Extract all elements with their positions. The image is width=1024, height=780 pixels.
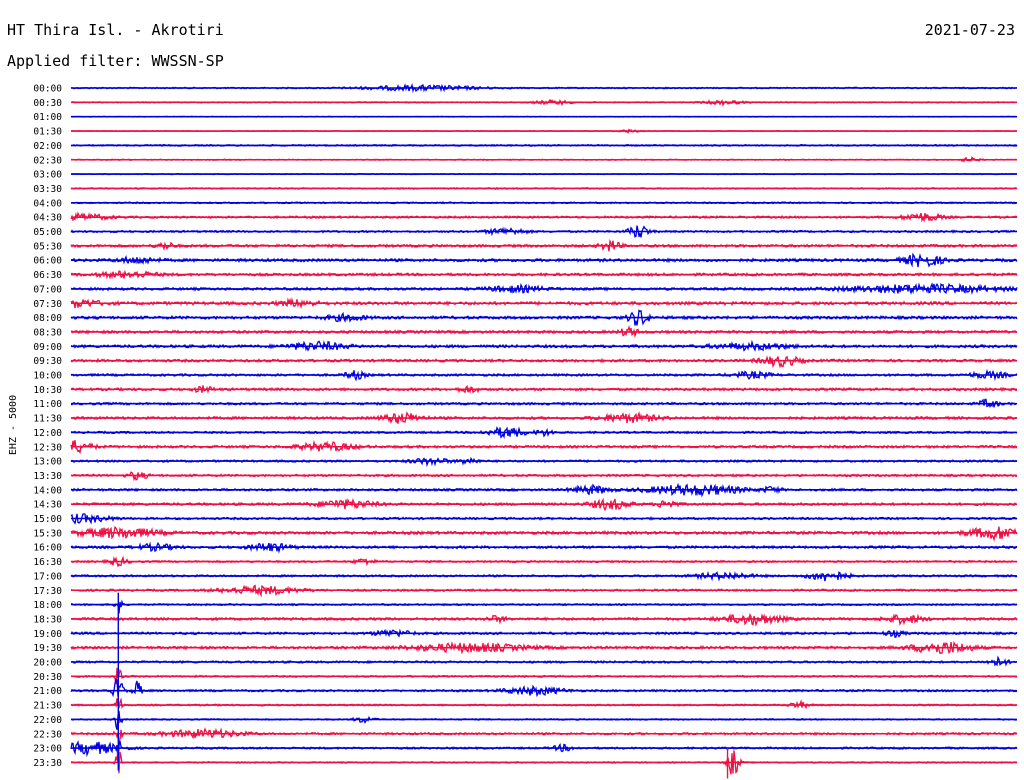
time-tick-label: 16:00 — [33, 543, 62, 554]
time-tick-label: 11:00 — [33, 399, 62, 410]
time-tick-label: 03:30 — [33, 184, 62, 195]
time-tick-label: 23:30 — [33, 758, 62, 769]
seismic-trace — [70, 697, 1018, 710]
time-tick-label: 18:00 — [33, 600, 62, 611]
time-tick-label: 23:00 — [33, 744, 62, 755]
time-tick-label: 21:00 — [33, 686, 62, 697]
filter-label: Applied filter: WWSSN-SP — [7, 52, 224, 70]
time-tick-label: 04:30 — [33, 213, 62, 224]
time-tick-label: 14:00 — [33, 485, 62, 496]
time-tick-label: 08:00 — [33, 313, 62, 324]
time-tick-label: 14:30 — [33, 500, 62, 511]
time-tick-label: 15:00 — [33, 514, 62, 525]
time-tick-label: 06:30 — [33, 270, 62, 281]
seismic-trace — [70, 727, 1018, 744]
time-tick-label: 05:30 — [33, 241, 62, 252]
time-tick-label: 21:30 — [33, 701, 62, 712]
time-tick-label: 10:00 — [33, 371, 62, 382]
time-tick-label: 13:30 — [33, 471, 62, 482]
time-tick-label: 00:00 — [33, 84, 62, 95]
trace-group — [70, 83, 1018, 779]
seismic-trace — [70, 678, 1018, 698]
time-tick-label: 10:30 — [33, 385, 62, 396]
time-tick-label: 15:30 — [33, 528, 62, 539]
time-tick-label: 01:00 — [33, 112, 62, 123]
time-tick-label: 09:30 — [33, 356, 62, 367]
time-tick-label: 04:00 — [33, 198, 62, 209]
time-tick-label: 20:00 — [33, 658, 62, 669]
time-tick-label: 02:30 — [33, 155, 62, 166]
time-tick-label: 06:00 — [33, 256, 62, 267]
time-tick-label: 11:30 — [33, 414, 62, 425]
time-tick-label: 07:00 — [33, 284, 62, 295]
time-tick-label: 12:00 — [33, 428, 62, 439]
station-title: HT Thira Isl. - Akrotiri — [7, 21, 224, 39]
time-tick-label: 20:30 — [33, 672, 62, 683]
time-tick-label: 01:30 — [33, 127, 62, 138]
time-tick-label: 07:30 — [33, 299, 62, 310]
y-axis-label: EHZ - 5000 — [8, 395, 19, 455]
time-tick-label: 16:30 — [33, 557, 62, 568]
seismic-trace — [70, 740, 1018, 763]
time-tick-label: 22:30 — [33, 729, 62, 740]
time-tick-label: 19:30 — [33, 643, 62, 654]
time-tick-label: 05:00 — [33, 227, 62, 238]
time-tick-label: 08:30 — [33, 327, 62, 338]
tick-label-group: 00:00 00:30 01:00 01:30 02:00 02:30 03:00 03:30… — [33, 84, 62, 769]
time-tick-label: 18:30 — [33, 614, 62, 625]
time-tick-label: 19:00 — [33, 629, 62, 640]
time-tick-label: 13:00 — [33, 457, 62, 468]
time-tick-label: 17:30 — [33, 586, 62, 597]
seismic-trace — [70, 355, 1018, 369]
time-tick-label: 03:00 — [33, 170, 62, 181]
time-tick-label: 22:00 — [33, 715, 62, 726]
time-tick-label: 02:00 — [33, 141, 62, 152]
time-tick-label: 09:00 — [33, 342, 62, 353]
time-tick-label: 17:00 — [33, 571, 62, 582]
record-date: 2021-07-23 — [924, 21, 1015, 39]
time-tick-label: 12:30 — [33, 442, 62, 453]
seismic-trace — [70, 599, 1018, 614]
seismic-trace — [70, 710, 1018, 730]
time-tick-label: 00:30 — [33, 98, 62, 109]
